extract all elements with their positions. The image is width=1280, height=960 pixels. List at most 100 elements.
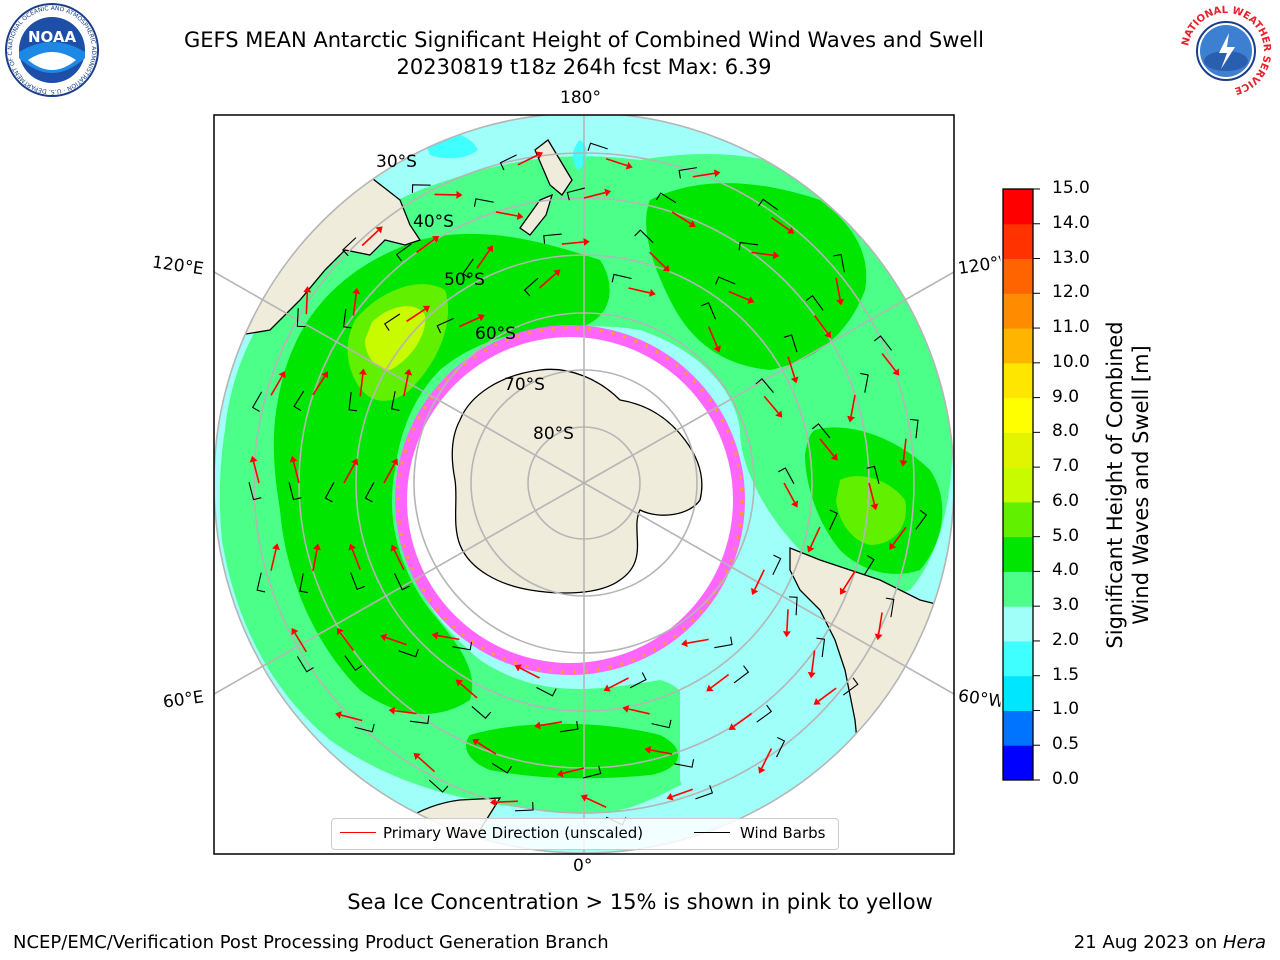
wave-direction-arrow (361, 229, 379, 247)
wave-direction-arrow (877, 612, 883, 635)
colorbar-tick-label: 12.0 (1052, 282, 1090, 303)
colorbar-swatch (1003, 501, 1033, 538)
lon-label-180: 180° (560, 88, 601, 108)
wave-direction-arrow (608, 677, 629, 689)
wave-direction-arrow (868, 482, 876, 505)
wave-direction-arrow (761, 748, 773, 769)
wave-direction-arrowhead (583, 238, 590, 246)
wave-direction-arrowhead (747, 296, 755, 304)
wind-barb (909, 418, 919, 439)
wave-direction-arrow (671, 788, 694, 798)
wind-barb (409, 715, 430, 725)
wind-barb (523, 277, 539, 297)
wave-direction-arrowhead (874, 633, 883, 641)
wave-direction-arrow (671, 211, 692, 225)
wind-barb (384, 313, 401, 331)
lat-label-50s: 50°S (444, 270, 485, 290)
wave-direction-arrowhead (321, 371, 329, 379)
colorbar-tick-label: 7.0 (1052, 456, 1080, 477)
wave-direction-arrow (583, 191, 606, 199)
wind-barb (566, 187, 585, 201)
wave-direction-arrowhead (889, 542, 897, 550)
wave-direction-arrow (343, 463, 356, 484)
wave-direction-arrow (403, 374, 409, 397)
wave-direction-arrow (787, 356, 796, 378)
wave-direction-arrow (733, 712, 752, 728)
wave-direction-arrow (786, 609, 789, 632)
wind-barb (756, 704, 773, 723)
wave-direction-arrowhead (289, 455, 298, 463)
colorbar-swatch (1003, 258, 1033, 294)
wave-direction-arrow (628, 287, 651, 294)
colorbar-tick-label: 2.0 (1052, 629, 1080, 650)
wave-direction-arrowhead (625, 161, 633, 170)
vector-field (248, 142, 928, 826)
wind-barb (354, 723, 375, 733)
colorbar-tick-label: 11.0 (1052, 317, 1090, 338)
lon-label-0: 0° (573, 856, 593, 876)
wave-direction-arrow (416, 238, 435, 254)
wave-direction-arrow (692, 172, 715, 178)
wind-barb (829, 509, 838, 530)
wind-barb (473, 198, 494, 207)
wave-direction-arrow (842, 570, 856, 591)
wave-direction-arrow (538, 272, 557, 289)
wind-barb (758, 198, 779, 211)
wave-direction-arrow (686, 638, 709, 644)
wind-barb (428, 779, 449, 793)
wave-direction-arrowhead (351, 458, 359, 466)
wave-direction-arrow (437, 634, 460, 641)
wave-direction-arrowhead (391, 458, 399, 466)
wave-direction-arrow (881, 353, 897, 372)
wind-barb (536, 687, 557, 697)
wave-direction-arrowhead (662, 264, 670, 272)
wave-direction-arrowhead (775, 410, 783, 418)
wave-direction-arrowhead (380, 633, 388, 642)
colorbar-tick-label: 10.0 (1052, 351, 1090, 372)
wave-direction-arrow (517, 154, 538, 166)
colorbar-swatch (1003, 397, 1033, 433)
colorbar-swatch (1003, 328, 1033, 364)
colorbar-tick-label: 6.0 (1052, 490, 1080, 511)
wave-direction-arrowhead (489, 798, 497, 807)
wave-direction-arrow (393, 549, 405, 571)
wave-direction-arrow (728, 290, 750, 301)
wind-barb (816, 637, 826, 658)
wind-barb (364, 481, 375, 503)
wave-direction-legend-line (340, 832, 376, 833)
wave-direction-arrowhead (666, 792, 674, 801)
wave-direction-arrowhead (413, 752, 421, 760)
wave-direction-arrowhead (477, 313, 485, 322)
wave-direction-arrow (770, 216, 790, 231)
sea-ice-caption: Sea Ice Concentration > 15% is shown in … (347, 890, 933, 914)
wave-direction-arrowhead (751, 587, 759, 596)
wind-barb (296, 656, 314, 673)
chart-title: GEFS MEAN Antarctic Significant Height o… (183, 28, 985, 52)
wind-barb (293, 390, 305, 412)
wind-barb (873, 335, 892, 351)
wave-direction-arrow (495, 211, 518, 217)
wave-direction-arrowhead (313, 543, 321, 551)
colorbar-tick-label: 1.0 (1052, 699, 1080, 720)
wave-direction-arrow (270, 375, 283, 396)
wave-direction-arrow (312, 549, 318, 572)
wave-direction-arrow (339, 632, 355, 651)
wave-direction-arrow (519, 667, 540, 679)
lat-label-30s: 30°S (376, 152, 417, 172)
wind-barb (436, 317, 454, 334)
wind-barb (783, 334, 798, 353)
wave-direction-arrow (459, 682, 478, 699)
wave-direction-arrowhead (534, 721, 541, 730)
wind-barb (863, 554, 875, 576)
wind-barb (251, 391, 263, 412)
wind-barb (499, 154, 517, 171)
colorbar-swatch (1003, 571, 1033, 607)
wave-direction-arrowhead (404, 368, 413, 376)
wave-direction-arrow (383, 463, 396, 484)
wave-direction-arrow (359, 374, 364, 397)
colorbar-swatch (1003, 536, 1033, 572)
lat-label-70s: 70°S (504, 375, 545, 395)
colorbar-swatch (1003, 432, 1033, 468)
wave-direction-arrow (902, 438, 907, 461)
